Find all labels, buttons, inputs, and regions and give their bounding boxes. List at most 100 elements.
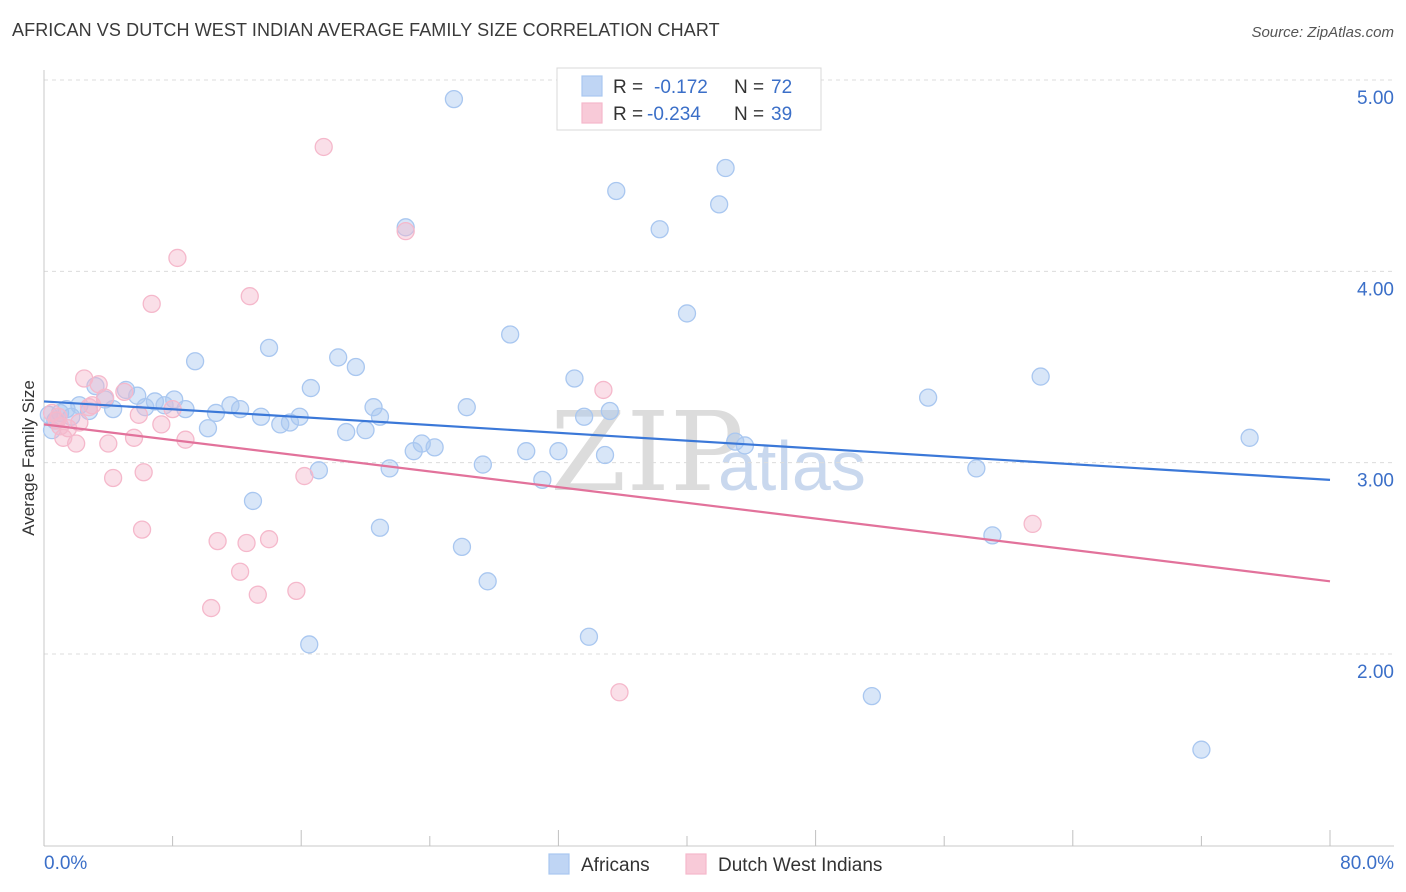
- watermark-atlas: atlas: [718, 427, 866, 505]
- legend-r-value: -0.172: [654, 77, 708, 98]
- dutch-west-indians-point: [115, 382, 134, 402]
- dutch-west-indians-point: [103, 468, 123, 488]
- series-legend: Africans Dutch West Indians: [548, 853, 882, 876]
- africans-point: [280, 413, 300, 432]
- x-tick-label-min: 0.0%: [44, 853, 87, 874]
- dutch-west-indians-point: [49, 407, 68, 426]
- x-tick-label-max: 80.0%: [1340, 853, 1394, 874]
- dutch-west-indians-point: [168, 248, 187, 268]
- africans-point: [726, 432, 745, 451]
- legend-n-label: N =: [734, 77, 764, 98]
- africans-point: [716, 158, 735, 178]
- dutch-west-indians-point: [240, 287, 259, 306]
- y-tick-labels: 2.00 3.00 4.00 5.00: [1357, 88, 1394, 683]
- dutch-west-indians-point: [1023, 514, 1042, 534]
- africans-point: [1031, 367, 1050, 386]
- y-tick-label: 2.00: [1357, 662, 1394, 683]
- africans-point: [565, 369, 584, 388]
- dutch-west-indians-point: [396, 222, 415, 241]
- dutch-west-indians-point: [610, 683, 629, 702]
- dutch-west-indians-point: [132, 520, 152, 539]
- legend-swatch-dutch-west-indians: [685, 853, 707, 875]
- legend-label-dutch-west-indians: Dutch West Indians: [718, 855, 882, 876]
- africans-point: [145, 392, 165, 411]
- africans-point: [579, 627, 599, 646]
- legend-swatch-dutch-west-indians: [581, 102, 603, 124]
- x-ticks: [43, 830, 1331, 846]
- legend-swatch-africans: [548, 853, 570, 875]
- data-points: [39, 89, 1259, 759]
- africans-point: [478, 572, 497, 591]
- dutch-west-indians-point: [134, 463, 153, 482]
- legend-r-value: -0.234: [647, 104, 701, 125]
- africans-point: [595, 445, 615, 465]
- africans-point: [1240, 428, 1259, 447]
- africans-point: [967, 459, 986, 478]
- africans-point: [574, 407, 594, 426]
- legend-n-value: 72: [771, 77, 792, 98]
- africans-point: [710, 195, 729, 214]
- dutch-west-indians-point: [70, 413, 89, 432]
- africans-point: [185, 352, 205, 371]
- africans-point: [501, 325, 520, 344]
- africans-point: [329, 348, 348, 367]
- dutch-west-indians-point: [594, 380, 613, 400]
- chart-title: AFRICAN VS DUTCH WEST INDIAN AVERAGE FAM…: [12, 20, 720, 40]
- africans-point: [473, 455, 492, 474]
- dutch-west-indians-point: [314, 137, 333, 157]
- africans-point: [862, 686, 882, 706]
- africans-point: [918, 388, 938, 407]
- dutch-west-indians-point: [208, 531, 227, 551]
- africans-point: [251, 407, 271, 426]
- dutch-west-indians-point: [202, 598, 221, 618]
- y-tick-label: 4.00: [1357, 279, 1394, 300]
- dutch-west-indians-point: [95, 388, 115, 407]
- africans-point: [300, 635, 319, 654]
- africans-point: [380, 459, 399, 478]
- axes: [43, 70, 1394, 847]
- africans-point: [607, 181, 626, 201]
- legend-r-label: R =: [613, 104, 643, 125]
- africans-point: [600, 401, 619, 421]
- dutch-west-indians-point: [142, 294, 161, 314]
- y-tick-label: 5.00: [1357, 88, 1394, 109]
- watermark-zip: ZIP: [550, 388, 744, 516]
- dutch-west-indians-point: [152, 415, 171, 434]
- africans-point: [301, 378, 320, 398]
- dutch-west-indians-point: [99, 434, 118, 453]
- dutch-west-indians-point: [129, 405, 148, 424]
- source-label: Source: ZipAtlas.com: [1251, 24, 1394, 41]
- dutch-west-indians-point: [176, 430, 195, 449]
- africans-point: [517, 442, 536, 461]
- dutch-west-indians-trend-line: [43, 423, 1331, 583]
- dutch-west-indians-point: [54, 428, 73, 447]
- africans-trend-line: [43, 400, 1331, 481]
- dutch-west-indians-point: [248, 585, 267, 604]
- africans-point: [243, 491, 263, 511]
- legend-label-africans: Africans: [581, 855, 650, 876]
- africans-point: [457, 398, 476, 417]
- dutch-west-indians-point: [287, 581, 306, 601]
- africans-point: [650, 220, 669, 239]
- africans-point: [1192, 740, 1211, 759]
- y-axis-label: Average Family Size: [19, 380, 38, 536]
- y-tick-label: 3.00: [1357, 471, 1394, 492]
- legend-n-label: N =: [734, 104, 764, 125]
- legend-swatch-africans: [581, 75, 603, 97]
- stats-legend: R = -0.172 N = 72 R = -0.234 N = 39: [556, 67, 822, 131]
- africans-point: [549, 442, 568, 461]
- africans-point: [452, 537, 472, 557]
- africans-point: [425, 438, 444, 457]
- dutch-west-indians-point: [295, 466, 314, 486]
- africans-point: [230, 399, 250, 419]
- africans-point: [444, 89, 464, 109]
- legend-r-label: R =: [613, 77, 643, 98]
- dutch-west-indians-point: [230, 562, 250, 581]
- dutch-west-indians-point: [259, 530, 279, 549]
- africans-point: [259, 338, 279, 358]
- trend-lines: [43, 400, 1331, 583]
- africans-point: [346, 357, 366, 377]
- africans-point: [337, 422, 356, 442]
- dutch-west-indians-point: [79, 398, 99, 417]
